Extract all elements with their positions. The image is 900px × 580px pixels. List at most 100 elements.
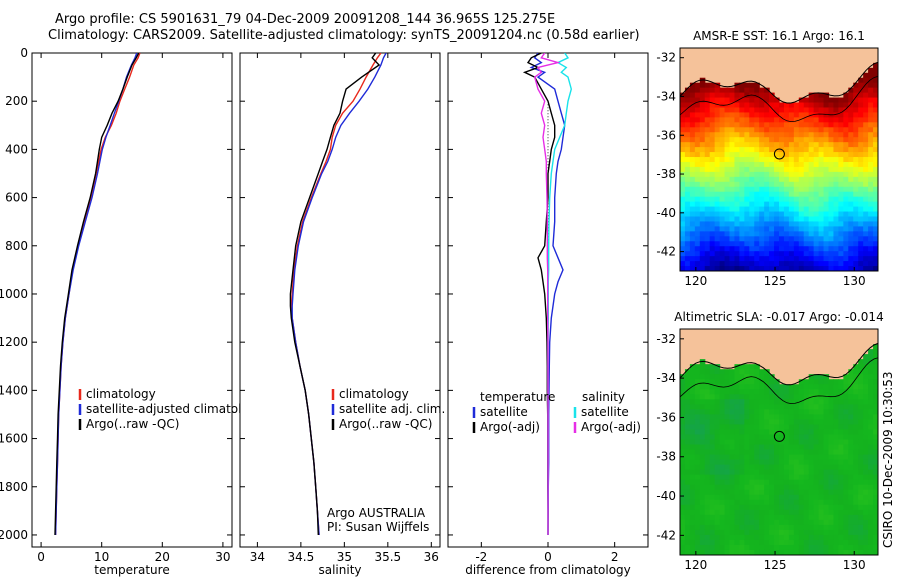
map-cell [848, 494, 854, 501]
map-cell [868, 439, 874, 446]
map-cell [754, 474, 760, 481]
map-cell [759, 102, 765, 109]
map-cell [684, 211, 691, 218]
map-cell [858, 364, 864, 370]
map-cell [818, 157, 825, 163]
map-cell [694, 231, 701, 237]
map-cell [873, 122, 878, 128]
map-cell [754, 449, 760, 456]
y-tick-label: -36 [656, 128, 676, 142]
map-cell [793, 137, 800, 143]
map-cell [828, 211, 835, 218]
map-cell [729, 494, 736, 501]
map-cell [853, 519, 859, 526]
y-tick-label: -42 [656, 528, 676, 542]
map-cell [858, 171, 864, 178]
map-cell [833, 534, 839, 541]
map-cell [694, 196, 701, 203]
map-cell [709, 196, 716, 203]
map-cell [818, 171, 825, 178]
map-cell [759, 479, 765, 486]
map-cell [828, 107, 835, 114]
map-cell [868, 349, 874, 355]
map-cell [779, 221, 785, 227]
map-cell [749, 399, 755, 405]
map-cell [833, 97, 839, 104]
map-cell [803, 409, 810, 415]
map-cell [699, 87, 706, 94]
map-cell [774, 171, 780, 178]
map-cell [858, 97, 864, 104]
map-cell [838, 221, 844, 227]
map-cell [788, 127, 795, 133]
map-cell [739, 424, 745, 431]
map-cell [689, 524, 696, 531]
map-cell [749, 266, 755, 271]
map-cell [714, 514, 721, 521]
map-cell [838, 196, 844, 203]
map-cell [694, 241, 701, 247]
map-cell [694, 226, 701, 232]
map-cell [684, 439, 691, 446]
map-cell [833, 439, 839, 446]
map-cell [774, 414, 780, 420]
map-cell [863, 524, 869, 531]
map-cell [873, 524, 878, 531]
map-cell [788, 266, 795, 271]
map-cell [709, 449, 716, 456]
map-cell [699, 206, 706, 213]
map-cell [764, 379, 770, 385]
map-cell [764, 454, 770, 461]
map-cell [798, 454, 805, 461]
map-cell [848, 474, 854, 481]
map-cell [848, 544, 854, 551]
map-cell [833, 444, 839, 451]
map-cell [843, 404, 849, 410]
map-cell [783, 399, 790, 405]
map-cell [779, 449, 785, 456]
map-cell [873, 379, 878, 385]
map-cell [719, 127, 726, 133]
map-cell [709, 474, 716, 481]
map-cell [729, 369, 736, 375]
map-cell [783, 474, 790, 481]
map-cell [719, 424, 726, 431]
map-cell [739, 87, 745, 94]
map-cell [838, 419, 844, 426]
map-cell [808, 484, 815, 491]
map-cell [749, 201, 755, 208]
map-cell [774, 132, 780, 138]
map-cell [734, 221, 740, 227]
map-cell [873, 359, 878, 365]
map-cell [774, 384, 780, 390]
map-cell [803, 439, 810, 446]
map-cell [744, 514, 750, 521]
map-cell [689, 499, 696, 506]
map-cell [833, 459, 839, 466]
map-cell [853, 256, 859, 262]
map-cell [828, 549, 835, 555]
map-cell [734, 499, 740, 506]
map-cell [729, 374, 736, 380]
map-cell [734, 171, 740, 178]
map-cell [694, 494, 701, 501]
map-cell [769, 181, 775, 188]
map-cell [734, 419, 740, 426]
map-cell [729, 171, 736, 178]
map-cell [684, 132, 691, 138]
map-cell [808, 429, 815, 436]
map-cell [808, 439, 815, 446]
map-cell [729, 529, 736, 536]
map-cell [724, 499, 731, 506]
map-cell [783, 181, 790, 188]
map-cell [754, 216, 760, 223]
map-cell [724, 107, 731, 114]
map-cell [853, 236, 859, 242]
map-cell [828, 529, 835, 536]
legend-entry: Argo(..raw -QC) [339, 417, 432, 431]
map-cell [694, 157, 701, 163]
map-cell [838, 509, 844, 516]
map-cell [868, 236, 874, 242]
map-cell [684, 539, 691, 546]
map-cell [813, 499, 820, 506]
